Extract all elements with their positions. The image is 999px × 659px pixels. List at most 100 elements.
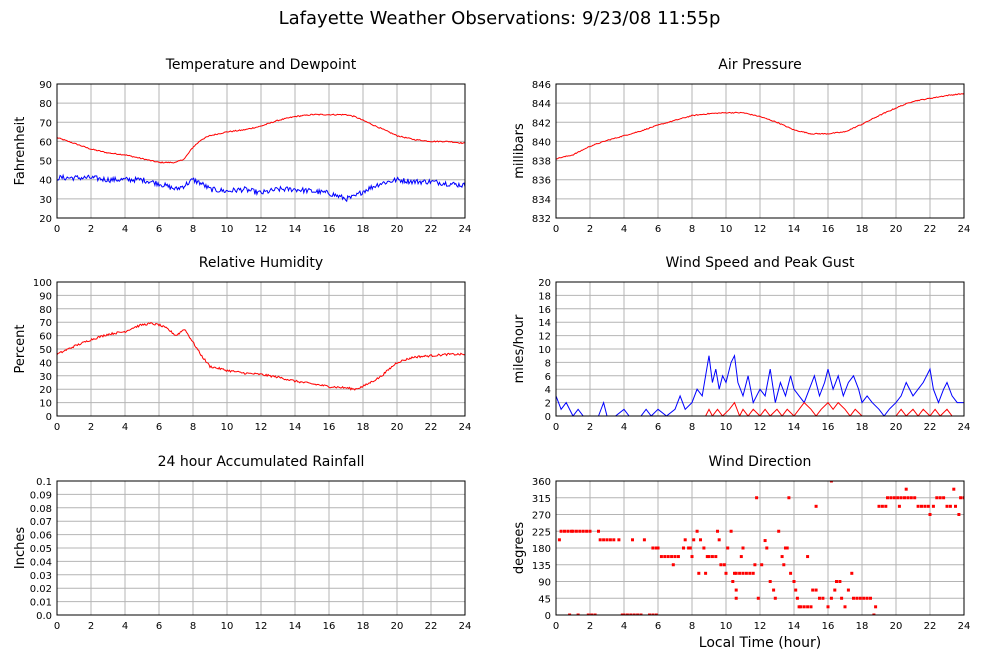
- data-point: [673, 555, 677, 559]
- data-point: [585, 529, 589, 533]
- plot-frame: [555, 281, 965, 417]
- data-point: [631, 538, 634, 542]
- x-tick-label: 22: [425, 621, 438, 632]
- y-axis-label: Inches: [13, 527, 28, 569]
- x-tick-label: 18: [357, 422, 370, 433]
- y-tick-label: 100: [33, 278, 52, 289]
- data-point: [942, 496, 946, 500]
- x-tick-label: 22: [924, 224, 937, 235]
- x-tick-label: 8: [689, 621, 695, 632]
- x-tick-label: 14: [788, 224, 801, 235]
- series-line-0: [556, 92, 964, 160]
- data-point: [763, 539, 767, 543]
- data-point: [612, 538, 616, 542]
- x-tick-label: 24: [958, 621, 971, 632]
- chart-title: 24 hour Accumulated Rainfall: [158, 454, 365, 470]
- x-tick-label: 12: [255, 621, 268, 632]
- y-tick-label: 315: [532, 494, 551, 505]
- x-tick-label: 12: [754, 621, 767, 632]
- data-point: [593, 613, 597, 615]
- x-tick-label: 14: [289, 422, 302, 433]
- x-tick-label: 18: [357, 224, 370, 235]
- data-point: [789, 571, 793, 575]
- x-tick-label: 16: [822, 422, 835, 433]
- data-point: [707, 555, 711, 559]
- y-tick-label: 50: [39, 345, 52, 356]
- data-point: [748, 571, 752, 575]
- x-tick-label: 20: [391, 224, 404, 235]
- data-point: [695, 529, 699, 533]
- x-tick-label: 8: [190, 224, 196, 235]
- x-tick-label: 2: [587, 224, 593, 235]
- y-tick-label: 90: [39, 80, 52, 91]
- data-point: [843, 605, 847, 609]
- data-point: [880, 504, 884, 508]
- y-tick-label: 0.06: [30, 531, 52, 542]
- x-tick-label: 10: [221, 224, 234, 235]
- data-point: [590, 613, 594, 615]
- x-tick-label: 0: [54, 224, 60, 235]
- data-point: [846, 588, 850, 592]
- y-tick-label: 0.08: [30, 504, 52, 515]
- data-point: [760, 563, 764, 567]
- series-line-0: [556, 354, 964, 416]
- data-point: [620, 613, 624, 615]
- data-point: [829, 596, 833, 600]
- data-point: [617, 538, 621, 542]
- data-point: [811, 588, 815, 592]
- x-tick-label: 22: [924, 621, 937, 632]
- data-point: [753, 563, 757, 567]
- data-point: [692, 538, 696, 542]
- data-point: [792, 580, 796, 583]
- data-point: [654, 613, 658, 615]
- data-point: [784, 546, 787, 550]
- x-tick-label: 20: [890, 224, 903, 235]
- y-tick-label: 842: [532, 118, 551, 129]
- y-tick-label: 0: [46, 412, 52, 423]
- x-tick-label: 18: [856, 422, 869, 433]
- data-point: [581, 529, 585, 533]
- data-point: [605, 538, 609, 542]
- data-point: [726, 546, 730, 550]
- data-point: [877, 504, 881, 508]
- x-tick-label: 0: [54, 621, 60, 632]
- data-point: [889, 496, 893, 500]
- data-point: [625, 613, 629, 615]
- data-point: [710, 555, 714, 559]
- y-tick-label: 834: [532, 195, 551, 206]
- data-point: [622, 613, 626, 615]
- data-point: [566, 529, 570, 533]
- x-tick-label: 2: [88, 422, 94, 433]
- x-tick-label: 0: [553, 621, 559, 632]
- data-point: [731, 580, 735, 583]
- data-point: [892, 496, 896, 500]
- y-tick-label: 2: [545, 399, 551, 410]
- data-point: [954, 504, 957, 508]
- x-tick-label: 16: [323, 422, 336, 433]
- data-point: [795, 596, 799, 600]
- plot-frame: [56, 480, 466, 616]
- x-tick-label: 12: [255, 224, 268, 235]
- data-point: [755, 496, 759, 500]
- data-point: [785, 546, 789, 550]
- x-tick-label: 24: [459, 422, 472, 433]
- x-tick-label: 20: [391, 422, 404, 433]
- plot-frame: [56, 83, 466, 219]
- data-point: [734, 596, 738, 600]
- data-point: [826, 605, 830, 609]
- data-point: [734, 588, 738, 592]
- data-point: [569, 529, 573, 533]
- x-tick-label: 2: [88, 621, 94, 632]
- data-point: [782, 563, 786, 567]
- y-tick-label: 90: [538, 578, 551, 589]
- data-point: [568, 613, 572, 615]
- data-point: [872, 613, 876, 615]
- y-tick-label: 4: [545, 385, 551, 396]
- data-point: [651, 546, 655, 550]
- x-tick-label: 12: [754, 224, 767, 235]
- x-tick-label: 2: [587, 621, 593, 632]
- data-point: [699, 538, 702, 542]
- data-point: [632, 613, 636, 615]
